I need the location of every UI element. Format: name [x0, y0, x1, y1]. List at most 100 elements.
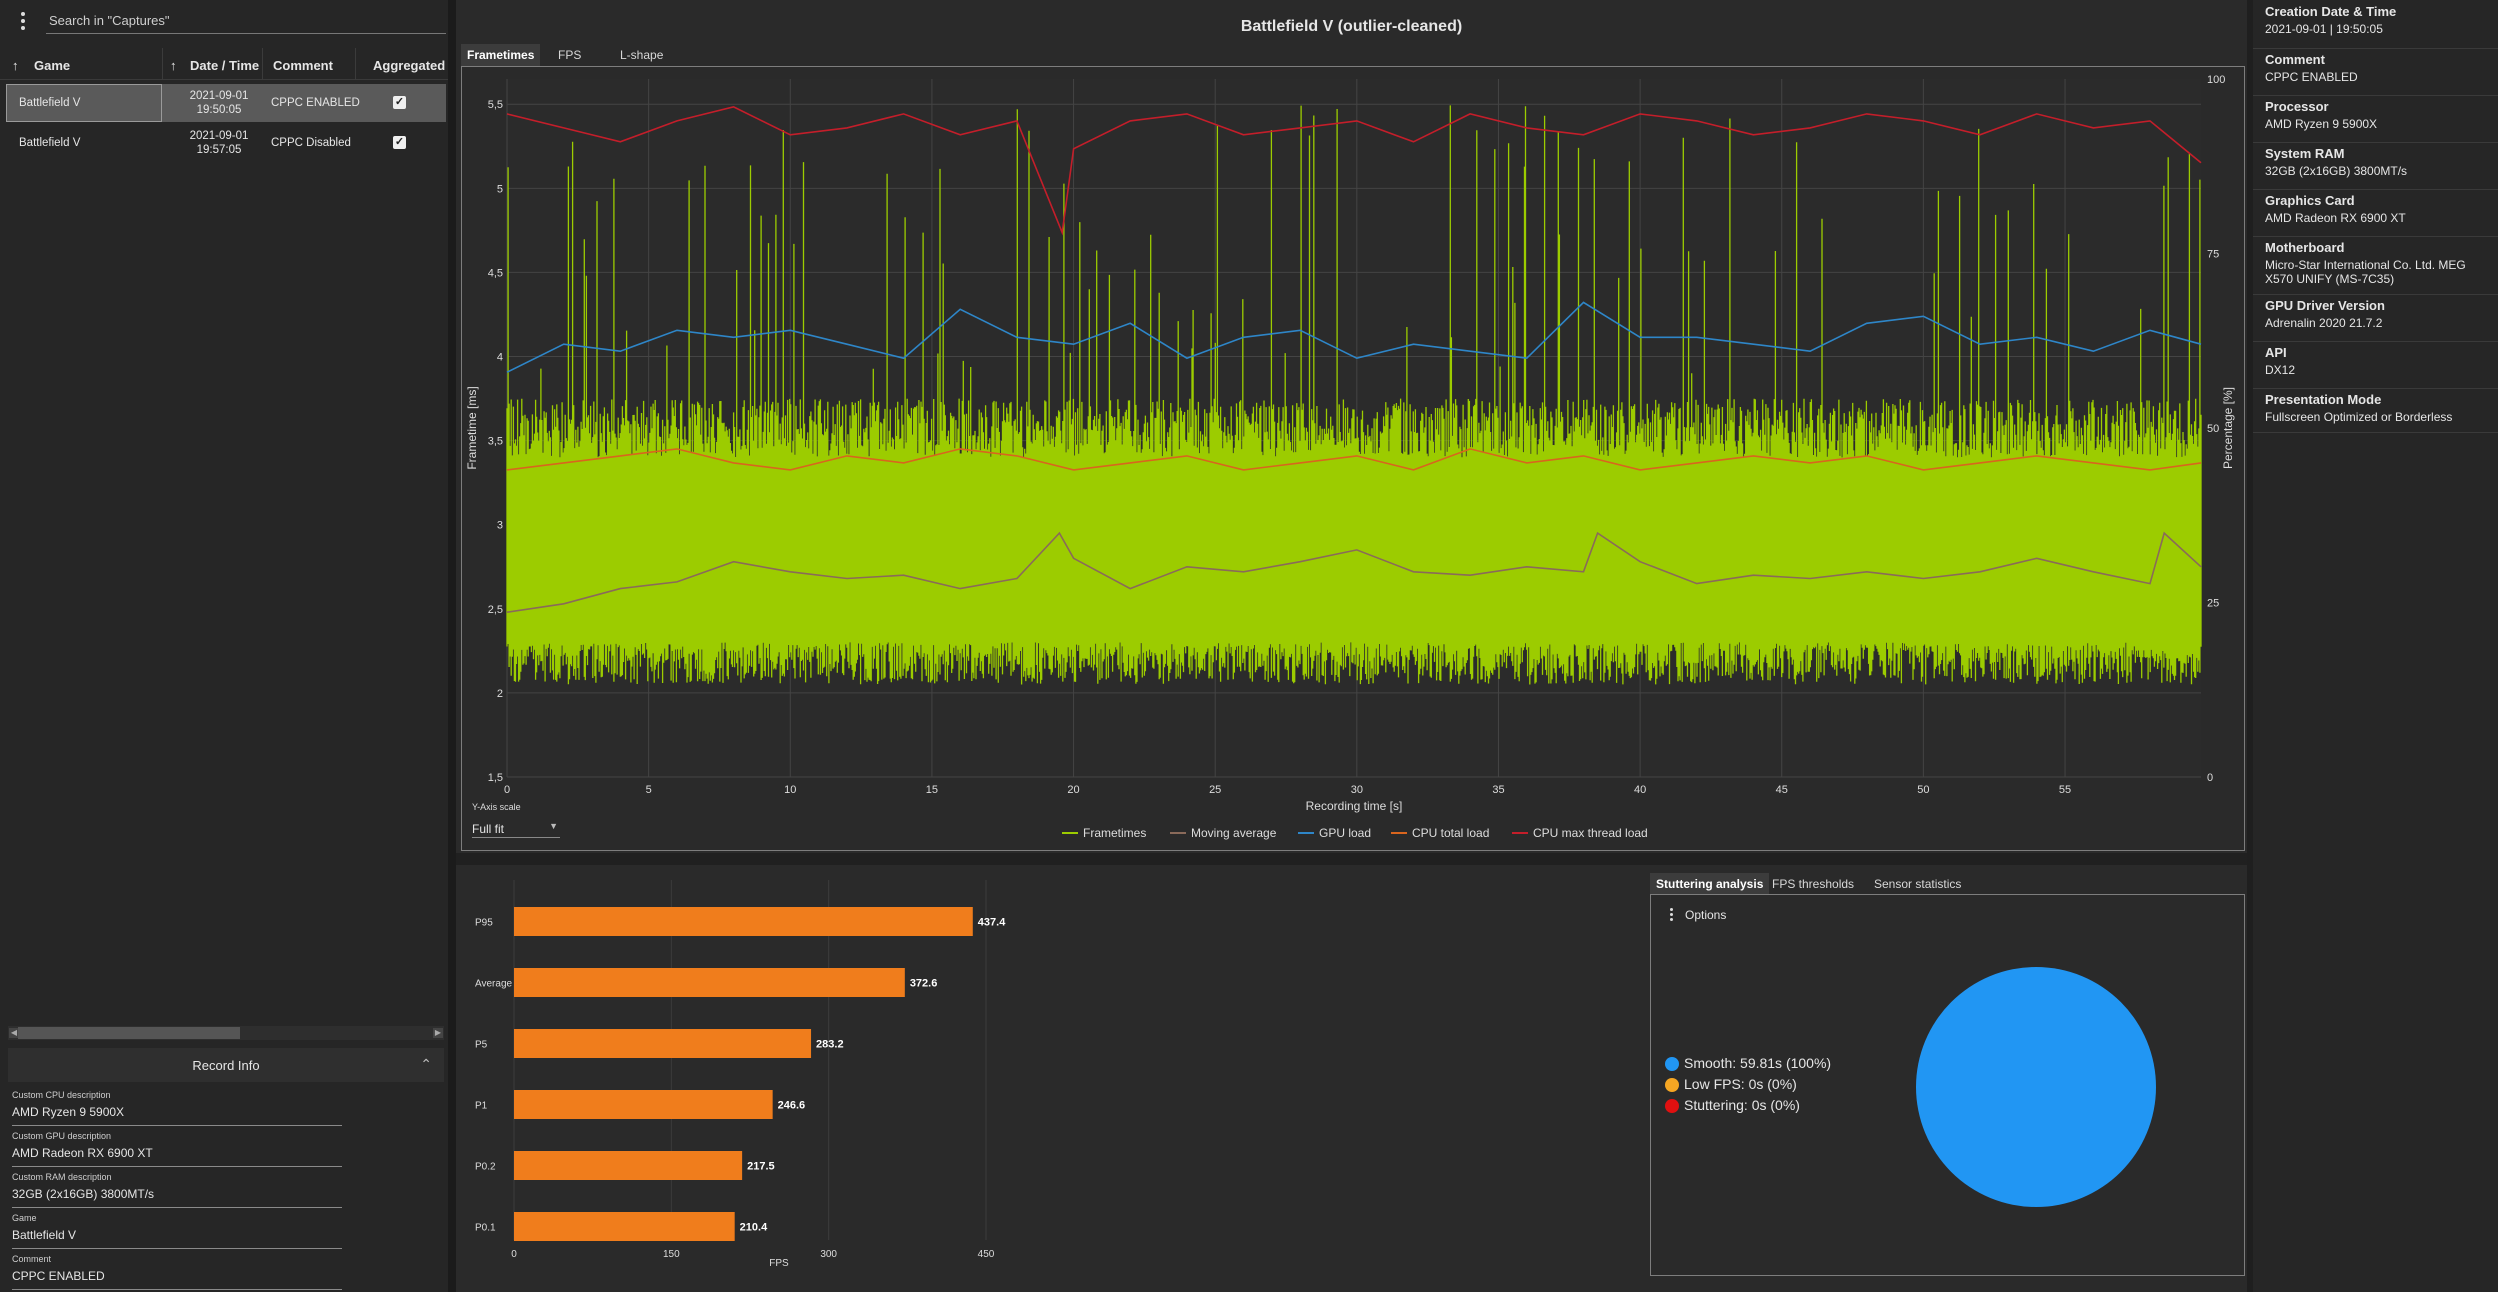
cell-date: 2021-09-01: [189, 90, 249, 102]
table-row[interactable]: Battlefield V 2021-09-01 19:57:05 CPPC D…: [6, 124, 446, 162]
y-tick-label: 3,5: [488, 436, 503, 448]
x-tick-label: 450: [978, 1249, 995, 1260]
search-input[interactable]: Search in "Captures": [46, 6, 446, 34]
info-divider: [2253, 142, 2498, 143]
table-row[interactable]: Battlefield V 2021-09-01 19:50:05 CPPC E…: [6, 84, 446, 122]
y-tick-label: 4: [497, 352, 503, 364]
field-label: Custom RAM description: [12, 1172, 112, 1182]
cell-time: 19:50:05: [196, 104, 242, 116]
info-value: CPPC ENABLED: [2265, 70, 2358, 84]
x-tick-label: 50: [1917, 784, 1929, 796]
legend-smooth-label: Smooth: 59.81s (100%): [1684, 1055, 1832, 1071]
field-value[interactable]: Battlefield V: [12, 1228, 342, 1249]
category-label: P0.2: [475, 1162, 496, 1173]
info-value: 2021-09-01 | 19:50:05: [2265, 22, 2383, 36]
tab-fps[interactable]: FPS: [558, 48, 582, 62]
category-label: P5: [475, 1040, 488, 1051]
info-key: API: [2265, 345, 2287, 360]
comment-field[interactable]: Comment CPPC ENABLED: [12, 1254, 342, 1290]
options-menu-icon[interactable]: [1667, 907, 1675, 921]
field-label: Game: [12, 1213, 37, 1223]
info-key: Presentation Mode: [2265, 392, 2382, 407]
tab-fps-thresholds[interactable]: FPS thresholds: [1772, 877, 1855, 891]
y-tick-label: 2,5: [488, 604, 503, 616]
series-cpu-max-thread-load: [506, 106, 2202, 236]
info-divider: [2253, 48, 2498, 49]
chart-title: Battlefield V (outlier-cleaned): [1240, 18, 1463, 35]
custom-gpu-field[interactable]: Custom GPU description AMD Radeon RX 690…: [12, 1131, 342, 1167]
tab-stuttering-analysis[interactable]: Stuttering analysis: [1650, 873, 1770, 895]
system-info-panel: Creation Date & Time 2021-09-01 | 19:50:0…: [2253, 0, 2498, 1292]
stuttering-dot-icon: [1665, 1099, 1679, 1114]
cell-time: 19:57:05: [196, 144, 242, 156]
smooth-dot-icon: [1665, 1057, 1679, 1072]
stuttering-analysis-panel: Options Smooth: 59.81s (100%) Low FPS: 0…: [1650, 894, 2245, 1276]
tab-frametimes[interactable]: Frametimes: [461, 44, 541, 66]
info-divider: [2253, 95, 2498, 96]
field-value[interactable]: AMD Ryzen 9 5900X: [12, 1105, 342, 1126]
data-label: 210.4: [740, 1222, 768, 1234]
y2-tick-label: 75: [2207, 249, 2219, 261]
info-value: Micro-Star International Co. Ltd. MEG X5…: [2265, 258, 2466, 286]
y2-tick-label: 25: [2207, 598, 2219, 610]
horizontal-scrollbar[interactable]: ◀ ▶: [8, 1026, 444, 1040]
sort-arrow-icon[interactable]: ↑: [170, 58, 177, 73]
custom-cpu-field[interactable]: Custom CPU description AMD Ryzen 9 5900X: [12, 1090, 342, 1126]
horizontal-splitter[interactable]: [456, 853, 2247, 865]
bar: [514, 907, 973, 936]
legend-low-fps: Low FPS: 0s (0%): [1665, 1076, 1797, 1093]
x-axis-label: Recording time [s]: [1306, 799, 1403, 813]
pie-slice: [1916, 967, 2156, 1207]
frametime-chart[interactable]: 1,5 2 2,5 3 3,5 4 4,5 5 5,5 0 5 10 15 20 25 30 35 40 45 50 5…: [462, 67, 2246, 852]
aggregated-checkbox[interactable]: ✓: [393, 136, 406, 149]
options-button[interactable]: Options: [1685, 908, 1727, 922]
scroll-right-icon[interactable]: ▶: [433, 1028, 443, 1038]
field-value[interactable]: CPPC ENABLED: [12, 1269, 342, 1290]
column-header-datetime[interactable]: Date / Time: [190, 58, 260, 73]
legend-label: Frametimes: [1083, 826, 1146, 840]
record-info-header[interactable]: Record Info ⌃: [8, 1048, 444, 1082]
field-label: Custom CPU description: [12, 1090, 111, 1100]
game-field[interactable]: Game Battlefield V: [12, 1213, 342, 1249]
aggregated-checkbox[interactable]: ✓: [393, 96, 406, 109]
legend-low-fps-label: Low FPS: 0s (0%): [1684, 1076, 1797, 1092]
category-label: P0.1: [475, 1223, 496, 1234]
scrollbar-thumb[interactable]: [18, 1027, 240, 1039]
field-value[interactable]: AMD Radeon RX 6900 XT: [12, 1146, 342, 1167]
info-divider: [2253, 388, 2498, 389]
fps-percentile-bar-chart: 0 150 300 450 FPS P95 437.4 Average 372.6 P5 283.2…: [475, 880, 1006, 1269]
captures-grid-header: ↑ Game ↑ Date / Time Comment Aggregated: [0, 48, 448, 80]
menu-dots-icon[interactable]: [18, 10, 28, 32]
custom-ram-field[interactable]: Custom RAM description 32GB (2x16GB) 380…: [12, 1172, 342, 1208]
column-header-aggregated[interactable]: Aggregated: [373, 58, 446, 73]
tab-l-shape[interactable]: L-shape: [620, 48, 664, 62]
y-tick-label: 4,5: [488, 267, 503, 279]
x-tick-label: 35: [1492, 784, 1504, 796]
info-key: Processor: [2265, 99, 2329, 114]
y2-tick-label: 100: [2207, 74, 2225, 86]
data-label: 437.4: [978, 917, 1006, 929]
cell-game: Battlefield V: [19, 137, 81, 149]
sort-arrow-icon[interactable]: ↑: [12, 58, 19, 73]
info-value: Adrenalin 2020 21.7.2: [2265, 316, 2383, 330]
column-header-game[interactable]: Game: [34, 58, 71, 73]
info-item: Motherboard Micro-Star International Co. …: [2265, 240, 2493, 286]
field-value[interactable]: 32GB (2x16GB) 3800MT/s: [12, 1187, 342, 1208]
legend-stuttering: Stuttering: 0s (0%): [1665, 1097, 1800, 1114]
y2-axis-label: Percentage [%]: [2221, 387, 2235, 469]
series-cpu-total-load: [506, 448, 2202, 471]
legend-label: GPU load: [1319, 826, 1371, 840]
chevron-up-icon[interactable]: ⌃: [420, 1056, 432, 1072]
record-info-title: Record Info: [192, 1058, 260, 1073]
y-axis-scale-value: Full fit: [472, 822, 505, 836]
y-axis-scale-select[interactable]: Full fit ▼: [472, 818, 560, 838]
column-header-comment[interactable]: Comment: [273, 58, 333, 73]
info-key: Graphics Card: [2265, 193, 2355, 208]
tab-sensor-statistics[interactable]: Sensor statistics: [1874, 877, 1962, 891]
legend-label: Moving average: [1191, 826, 1277, 840]
vertical-splitter[interactable]: [448, 0, 456, 1292]
scroll-left-icon[interactable]: ◀: [9, 1028, 19, 1038]
x-tick-label: 55: [2059, 784, 2071, 796]
chevron-down-icon: ▼: [549, 821, 558, 831]
x-tick-label: 10: [784, 784, 796, 796]
